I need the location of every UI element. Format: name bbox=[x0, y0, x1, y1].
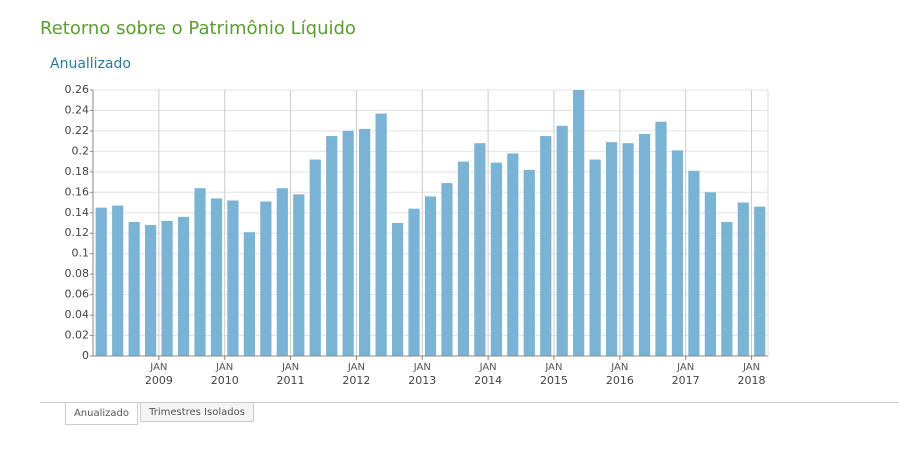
y-tick-label: 0.16 bbox=[65, 185, 90, 198]
bar bbox=[243, 232, 255, 356]
bar bbox=[128, 221, 140, 356]
bar bbox=[540, 136, 552, 356]
bar bbox=[490, 162, 502, 356]
bar bbox=[95, 207, 107, 356]
bar bbox=[424, 196, 437, 356]
x-tick-year: 2011 bbox=[277, 374, 305, 387]
bar bbox=[606, 142, 618, 356]
x-tick-year: 2017 bbox=[672, 374, 700, 387]
chart-title: Retorno sobre o Patrimônio Líquido bbox=[40, 18, 356, 39]
x-tick-month: JAN bbox=[413, 362, 431, 373]
x-tick-year: 2016 bbox=[606, 374, 634, 387]
x-tick-month: JAN bbox=[215, 362, 233, 373]
bar bbox=[375, 113, 387, 357]
chart: Retorno sobre o Patrimônio Líquido Anual… bbox=[40, 18, 769, 387]
x-tick-year: 2013 bbox=[408, 374, 436, 387]
bar bbox=[177, 216, 190, 356]
bar bbox=[260, 201, 272, 356]
bar bbox=[359, 128, 371, 356]
chart-subtitle: Anuallizado bbox=[50, 56, 131, 72]
bar bbox=[721, 221, 733, 356]
tab-divider bbox=[40, 402, 899, 403]
y-tick-label: 0.18 bbox=[65, 165, 90, 178]
bar bbox=[704, 192, 716, 356]
y-tick-label: 0.12 bbox=[65, 226, 90, 239]
y-tick-label: 0 bbox=[82, 349, 89, 362]
x-tick-month: JAN bbox=[281, 362, 299, 373]
bar bbox=[638, 133, 651, 356]
bar bbox=[457, 161, 470, 356]
x-tick-year: 2012 bbox=[342, 374, 370, 387]
y-tick-label: 0.24 bbox=[65, 103, 90, 116]
x-tick-year: 2010 bbox=[211, 374, 239, 387]
bar bbox=[622, 143, 634, 356]
bar bbox=[474, 143, 486, 356]
x-tick-year: 2009 bbox=[145, 374, 173, 387]
bar bbox=[194, 188, 206, 356]
bar bbox=[737, 202, 749, 356]
bar bbox=[589, 159, 601, 356]
x-tick-year: 2014 bbox=[474, 374, 502, 387]
x-tick-month: JAN bbox=[610, 362, 628, 373]
bar bbox=[161, 220, 173, 356]
x-tick-year: 2018 bbox=[738, 374, 766, 387]
bar bbox=[507, 153, 519, 356]
bar bbox=[688, 170, 700, 356]
bar bbox=[112, 205, 124, 356]
y-tick-label: 0.1 bbox=[72, 247, 90, 260]
y-tick-label: 0.14 bbox=[65, 206, 90, 219]
tab-annual[interactable]: Anualizado bbox=[65, 403, 138, 425]
bar bbox=[754, 206, 766, 356]
y-tick-label: 0.04 bbox=[65, 308, 90, 321]
y-tick-label: 0.08 bbox=[65, 267, 90, 280]
y-tick-label: 0.2 bbox=[72, 144, 90, 157]
bar bbox=[210, 198, 223, 356]
y-tick-label: 0.26 bbox=[65, 83, 90, 96]
x-tick-month: JAN bbox=[544, 362, 562, 373]
bar bbox=[227, 200, 239, 356]
x-tick-year: 2015 bbox=[540, 374, 568, 387]
bar bbox=[326, 136, 338, 356]
x-tick-month: JAN bbox=[149, 362, 167, 373]
x-tick-month: JAN bbox=[742, 362, 760, 373]
bar bbox=[441, 183, 453, 356]
bar bbox=[408, 208, 420, 356]
bar bbox=[523, 169, 535, 356]
x-tick-month: JAN bbox=[479, 362, 497, 373]
bar bbox=[556, 125, 568, 356]
bar bbox=[276, 188, 288, 356]
bar bbox=[391, 223, 404, 356]
x-tick-month: JAN bbox=[347, 362, 365, 373]
y-tick-label: 0.22 bbox=[65, 124, 90, 137]
bar bbox=[309, 159, 321, 356]
tab-quarterly[interactable]: Trimestres Isolados bbox=[140, 403, 254, 422]
bar bbox=[293, 194, 305, 356]
y-tick-label: 0.06 bbox=[65, 288, 90, 301]
bar bbox=[342, 130, 354, 356]
bar bbox=[145, 225, 157, 356]
y-tick-label: 0.02 bbox=[65, 329, 90, 342]
x-tick-month: JAN bbox=[676, 362, 694, 373]
bar bbox=[671, 150, 684, 356]
bar bbox=[655, 121, 667, 356]
bar bbox=[573, 90, 585, 356]
